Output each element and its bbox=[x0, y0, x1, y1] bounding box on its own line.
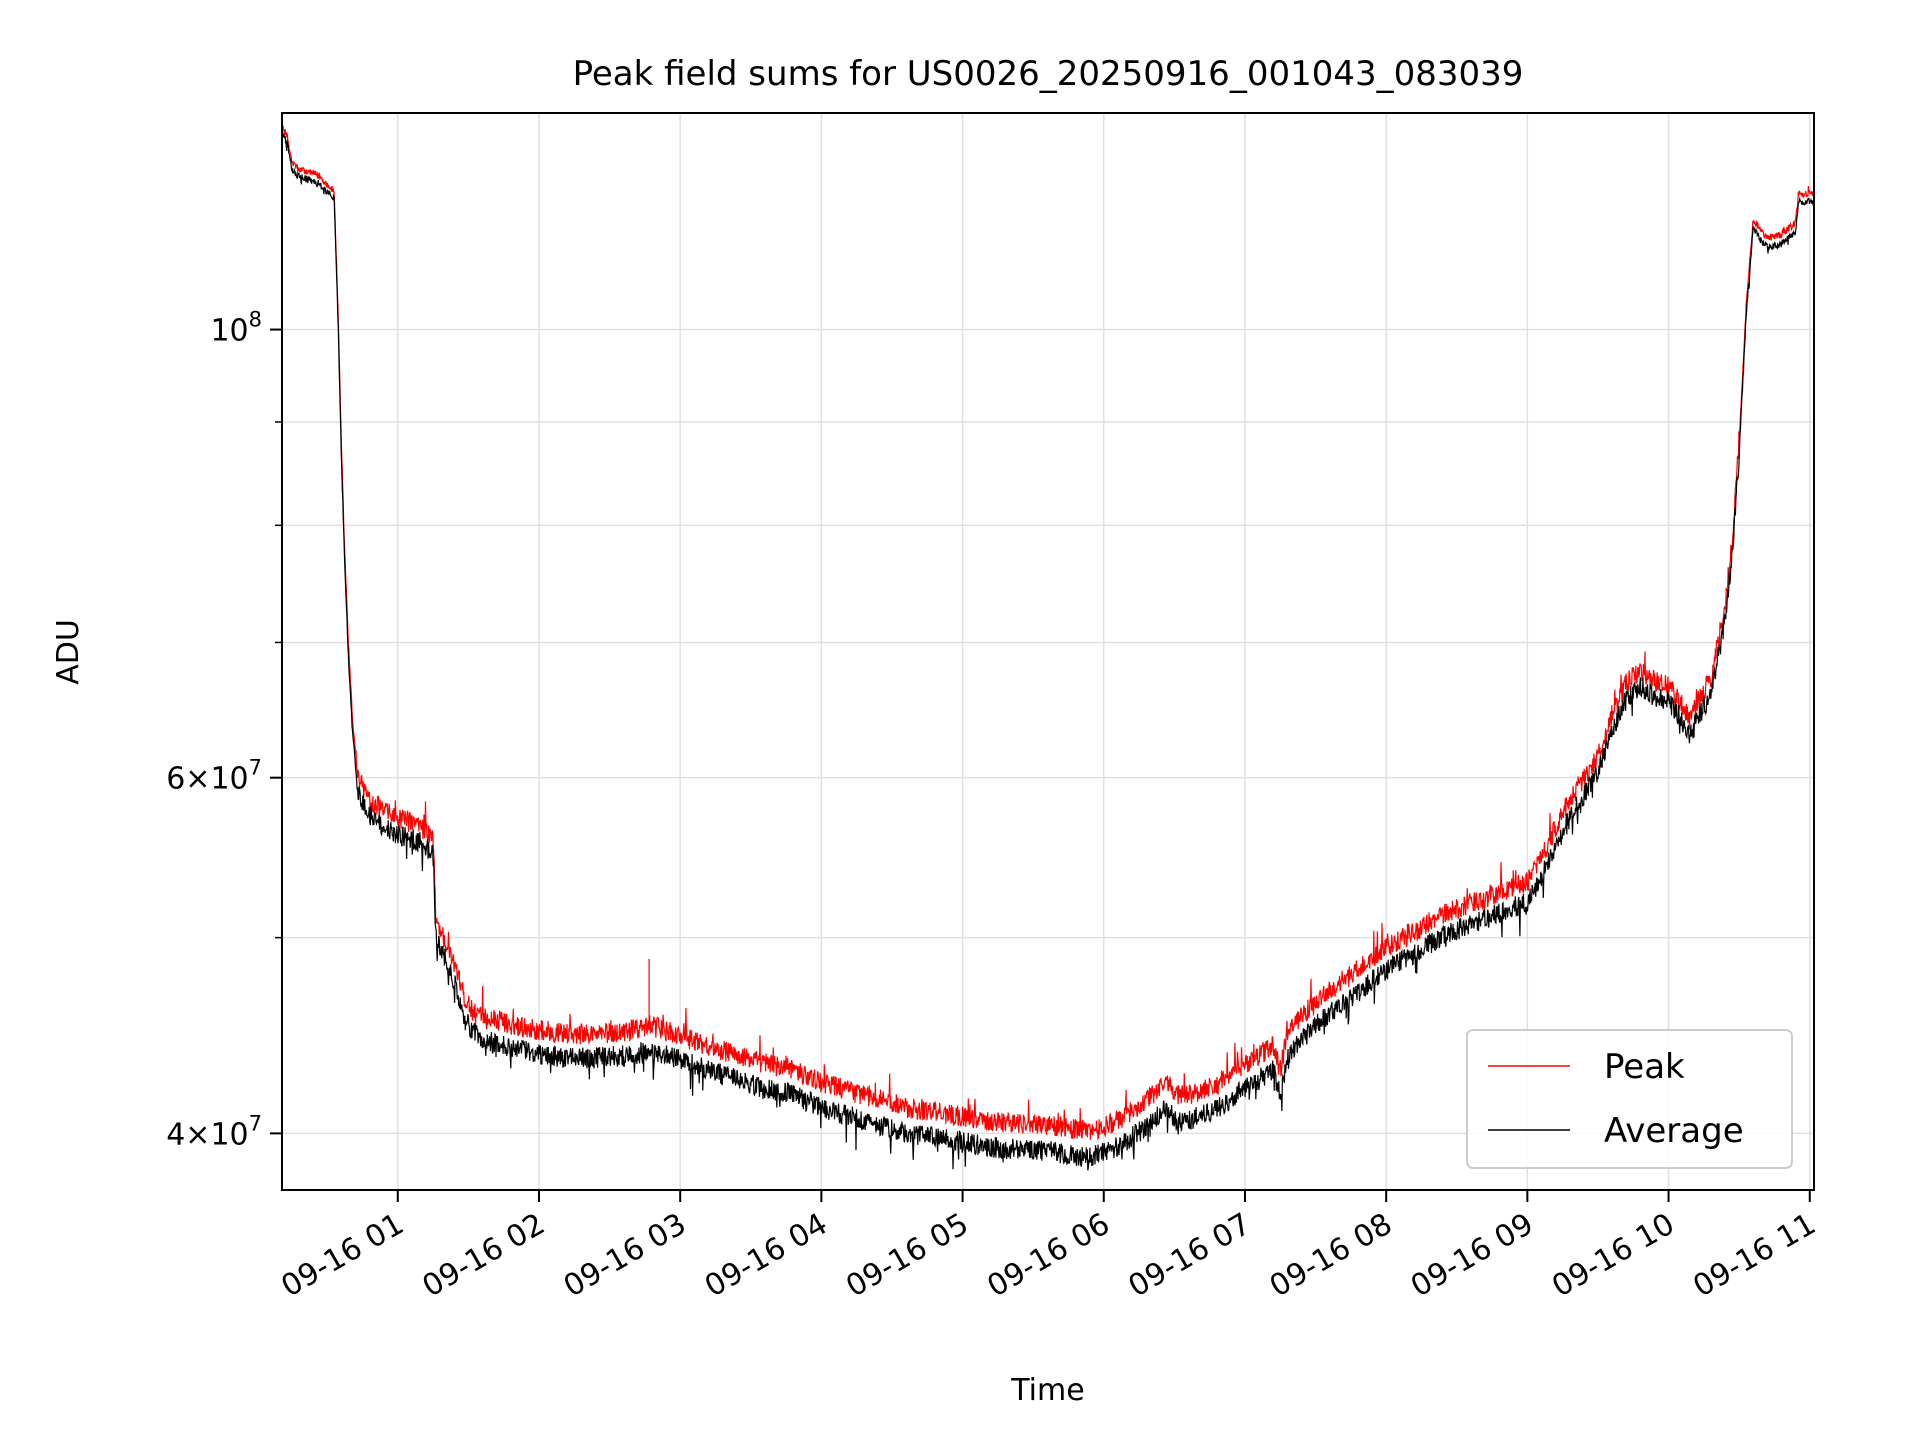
series-line-peak bbox=[282, 125, 1814, 1141]
x-axis-label: Time bbox=[1010, 1373, 1084, 1408]
legend-peak-label: Peak bbox=[1604, 1047, 1685, 1087]
legend-box bbox=[1466, 1029, 1793, 1169]
y-tick-label: 6×107 bbox=[166, 756, 262, 797]
y-tick-label: 4×107 bbox=[166, 1111, 262, 1152]
plot-area bbox=[282, 125, 1814, 1171]
y-axis: 4×107 6×107 108 bbox=[166, 308, 282, 1152]
series-line-average bbox=[282, 132, 1814, 1171]
legend-average-label: Average bbox=[1604, 1111, 1744, 1151]
grid bbox=[282, 113, 1814, 1190]
y-axis-label: ADU bbox=[51, 619, 86, 685]
legend: Peak Average bbox=[1466, 1029, 1793, 1169]
axes-frame bbox=[281, 112, 1815, 1191]
y-tick-label: 108 bbox=[210, 308, 262, 349]
chart-title: Peak field sums for US0026_20250916_0010… bbox=[573, 54, 1524, 94]
